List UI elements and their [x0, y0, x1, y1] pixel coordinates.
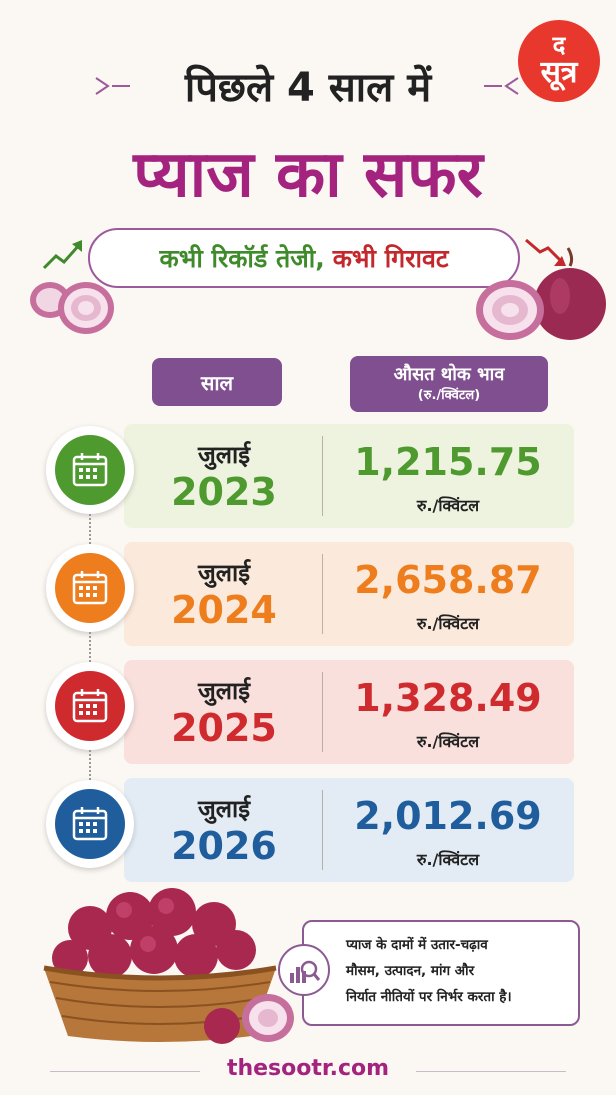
table-row: जुलाई 2024 2,658.87 रु./क्विंटल: [124, 542, 574, 646]
column-header-price-label: औसत थोक भाव: [393, 364, 505, 385]
info-note-text: प्याज के दामों में उतार-चढ़ाव मौसम, उत्प…: [346, 932, 574, 1010]
timeline-connector: [89, 750, 91, 780]
row-divider: [322, 436, 323, 516]
row-divider: [322, 554, 323, 634]
page-title-line-2: प्याज का सफर: [133, 138, 483, 212]
trend-up-icon: [42, 240, 82, 270]
logo-line-2: सूत्र: [540, 55, 578, 90]
row-price: 2,658.87: [354, 558, 542, 602]
column-header-price: औसत थोक भाव (रु./क्विंटल): [350, 356, 548, 412]
row-year: 2024: [171, 588, 277, 632]
row-year: 2023: [171, 470, 277, 514]
row-badge: [46, 544, 134, 632]
calendar-icon: [72, 453, 108, 487]
row-month: जुलाई: [197, 441, 251, 469]
calendar-icon: [72, 571, 108, 605]
onion-whole-illustration: [476, 247, 606, 340]
row-unit: रु./क्विंटल: [416, 732, 480, 751]
row-price: 1,215.75: [354, 440, 542, 484]
footer-rule-left: [50, 1071, 200, 1072]
info-note-box: [302, 920, 580, 1026]
calendar-icon: [72, 689, 108, 723]
row-month: जुलाई: [197, 677, 251, 705]
note-line-3: निर्यात नीतियों पर निर्भर करता है।: [346, 989, 512, 1005]
subtitle-fall-text: कभी गिरावट: [332, 244, 449, 273]
note-icon-badge: [278, 944, 330, 996]
note-line-1: प्याज के दामों में उतार-चढ़ाव: [346, 937, 488, 953]
row-divider: [322, 672, 323, 752]
chevron-decor-right-icon: [484, 77, 519, 95]
logo-line-1: द: [552, 31, 566, 59]
table-row: जुलाई 2023 1,215.75 रु./क्विंटल: [124, 424, 574, 528]
timeline-connector: [89, 514, 91, 544]
onion-basket-illustration: [43, 888, 294, 1044]
column-header-price-unit: (रु./क्विंटल): [417, 388, 481, 403]
row-unit: रु./क्विंटल: [416, 850, 480, 869]
row-divider: [322, 790, 323, 870]
calendar-icon: [72, 807, 108, 841]
row-year: 2025: [171, 706, 277, 750]
subtitle-rise-text: कभी रिकॉर्ड तेजी,: [159, 244, 325, 273]
page-title-line-1: पिछले 4 साल में: [184, 65, 432, 111]
brand-logo: द सूत्र: [518, 20, 600, 102]
row-price: 1,328.49: [354, 676, 542, 720]
timeline-connector: [89, 632, 91, 662]
row-year: 2026: [171, 824, 277, 868]
footer-rule-right: [416, 1071, 566, 1072]
row-price: 2,012.69: [354, 794, 542, 838]
onion-slices-illustration: [30, 282, 114, 334]
chart-magnifier-icon: [290, 960, 321, 983]
row-month: जुलाई: [197, 795, 251, 823]
row-unit: रु./क्विंटल: [416, 614, 480, 633]
row-month: जुलाई: [197, 559, 251, 587]
row-badge: [46, 426, 134, 514]
column-header-year: साल: [152, 358, 282, 406]
subtitle-banner: कभी रिकॉर्ड तेजी, कभी गिरावट: [88, 228, 520, 288]
chevron-decor-left-icon: [95, 77, 130, 95]
trend-down-icon: [525, 238, 566, 266]
row-badge: [46, 780, 134, 868]
row-badge: [46, 662, 134, 750]
table-row: जुलाई 2026 2,012.69 रु./क्विंटल: [124, 778, 574, 882]
table-row: जुलाई 2025 1,328.49 रु./क्विंटल: [124, 660, 574, 764]
row-unit: रु./क्विंटल: [416, 496, 480, 515]
note-line-2: मौसम, उत्पादन, मांग और: [346, 963, 475, 979]
footer-website[interactable]: thesootr.com: [226, 1056, 390, 1081]
